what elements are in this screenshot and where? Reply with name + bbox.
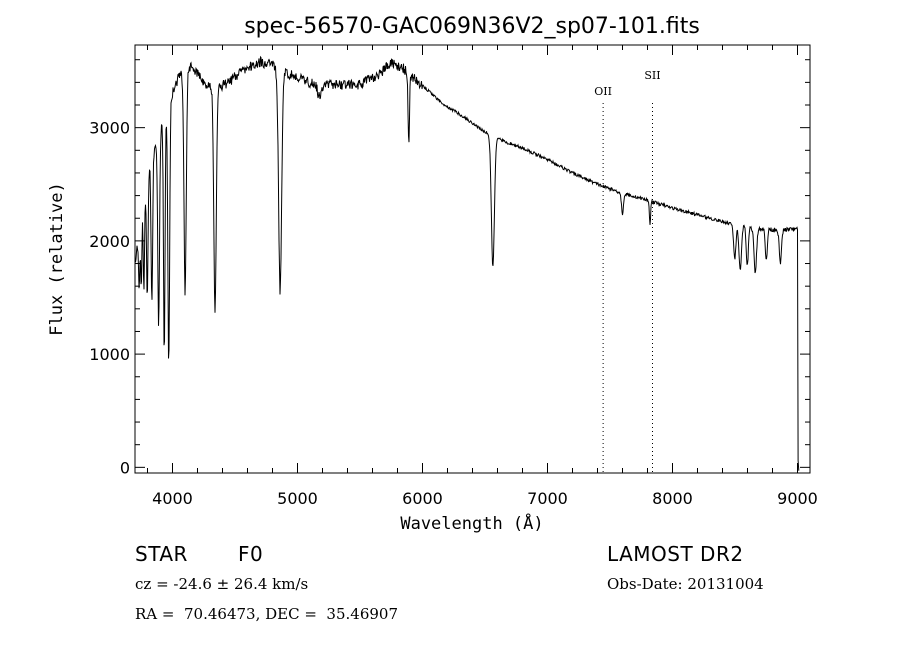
y-tick-label: 1000 xyxy=(89,345,130,364)
y-tick-label: 2000 xyxy=(89,232,130,251)
x-axis-label: Wavelength (Å) xyxy=(400,512,543,534)
coordinates: RA = 70.46473, DEC = 35.46907 xyxy=(135,605,399,623)
x-tick-label: 7000 xyxy=(527,489,568,508)
line-marker-label: OII xyxy=(594,85,612,98)
plot-frame xyxy=(134,44,811,474)
line-marker-label: SII xyxy=(644,69,660,82)
spectrum-line xyxy=(134,55,800,471)
observation-date: Obs-Date: 20131004 xyxy=(607,575,764,593)
redshift-velocity: cz = -24.6 ± 26.4 km/s xyxy=(135,575,309,593)
y-tick-label: 0 xyxy=(120,458,130,477)
object-type: STAR xyxy=(135,542,188,566)
x-tick-label: 4000 xyxy=(152,489,193,508)
x-tick-label: 8000 xyxy=(652,489,693,508)
axis-ticks: 4000 5000 6000 7000 8000 9000 0 1000 2000 3000 xyxy=(89,45,818,508)
spectral-subclass: F0 xyxy=(238,542,264,566)
survey-name: LAMOST DR2 xyxy=(607,542,744,566)
chart-title: spec-56570-GAC069N36V2_sp07-101.fits xyxy=(244,14,700,39)
y-axis-label: Flux (relative) xyxy=(47,182,67,336)
line-markers: OII SII xyxy=(594,69,661,473)
y-tick-label: 3000 xyxy=(89,119,130,138)
x-tick-label: 9000 xyxy=(777,489,818,508)
x-tick-label: 5000 xyxy=(277,489,318,508)
x-tick-label: 6000 xyxy=(402,489,443,508)
